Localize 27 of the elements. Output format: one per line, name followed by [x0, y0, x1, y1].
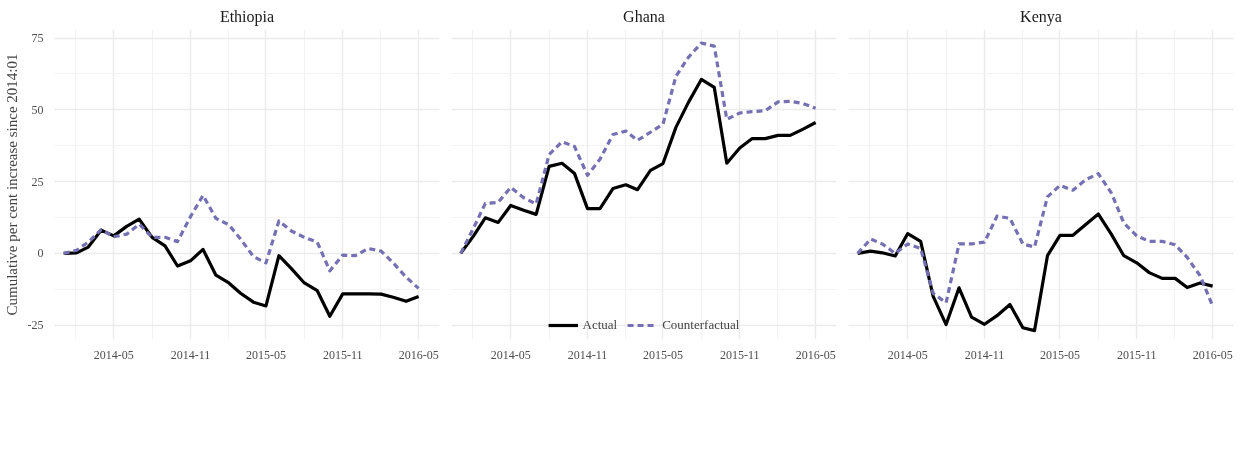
x-tick-label: 2014-11 — [964, 347, 1005, 362]
x-tick-label: 2015-11 — [322, 347, 363, 362]
y-tick-label: -25 — [27, 318, 44, 333]
chart-title: Kenya — [1020, 7, 1062, 26]
chart-title: Ethiopia — [219, 7, 275, 26]
x-tick-label: 2014-11 — [170, 347, 211, 362]
legend-label: Actual — [582, 317, 618, 333]
x-tick-label: 2016-05 — [398, 347, 439, 362]
y-tick-label: 75 — [31, 31, 44, 46]
y-tick-label: 0 — [37, 246, 44, 261]
y-axis-title: Cumulative per cent increase since 2014:01 — [3, 53, 20, 316]
x-tick-label: 2015-05 — [1039, 347, 1080, 362]
chart-title: Ghana — [623, 7, 665, 25]
x-tick-label: 2015-11 — [719, 347, 760, 362]
x-tick-label: 2015-05 — [245, 347, 286, 362]
x-tick-label: 2015-05 — [642, 347, 683, 362]
x-tick-label: 2014-11 — [567, 347, 608, 362]
x-tick-label: 2014-05 — [93, 347, 134, 362]
x-tick-label: 2016-05 — [795, 347, 836, 362]
x-tick-label: 2014-05 — [887, 347, 928, 362]
line-series — [62, 193, 421, 291]
x-tick-label: 2015-11 — [1116, 347, 1157, 362]
y-tick-label: 50 — [31, 102, 44, 117]
x-tick-label: 2016-05 — [1192, 347, 1233, 362]
x-tick-label: 2014-05 — [490, 347, 531, 362]
legend-label: Counterfactual — [662, 317, 740, 333]
y-tick-label: 25 — [31, 174, 44, 189]
